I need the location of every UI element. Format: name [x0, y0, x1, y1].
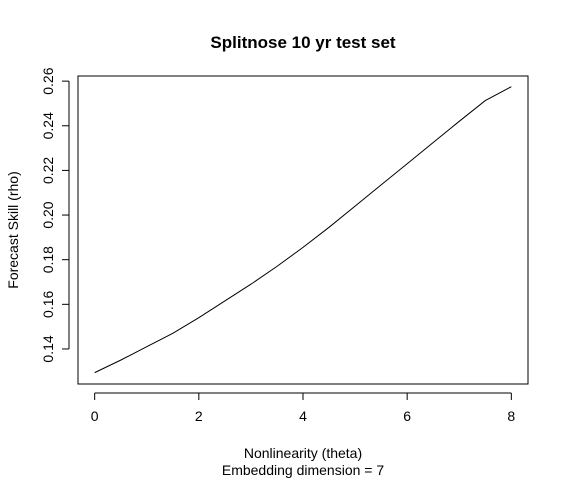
y-tick-label: 0.18 — [40, 246, 56, 273]
y-tick-label: 0.16 — [40, 290, 56, 317]
x-axis-label: Nonlinearity (theta) — [244, 445, 362, 461]
series-line — [95, 87, 512, 373]
x-axis: 0 2 4 6 8 — [91, 393, 516, 424]
plot-frame — [78, 76, 528, 384]
y-tick-label: 0.20 — [40, 201, 56, 228]
y-tick-label: 0.26 — [40, 67, 56, 94]
x-tick-label: 8 — [507, 408, 515, 424]
x-tick-label: 4 — [299, 408, 307, 424]
y-tick-label: 0.24 — [40, 112, 56, 139]
y-tick-label: 0.22 — [40, 157, 56, 184]
x-axis-sublabel: Embedding dimension = 7 — [222, 462, 384, 478]
chart-title: Splitnose 10 yr test set — [210, 33, 396, 52]
x-tick-label: 6 — [403, 408, 411, 424]
y-axis: 0.14 0.16 0.18 0.20 0.22 0.24 0.26 — [40, 67, 69, 362]
x-tick-label: 2 — [195, 408, 203, 424]
x-tick-label: 0 — [91, 408, 99, 424]
y-axis-label: Forecast Skill (rho) — [5, 171, 21, 288]
y-tick-label: 0.14 — [40, 335, 56, 362]
